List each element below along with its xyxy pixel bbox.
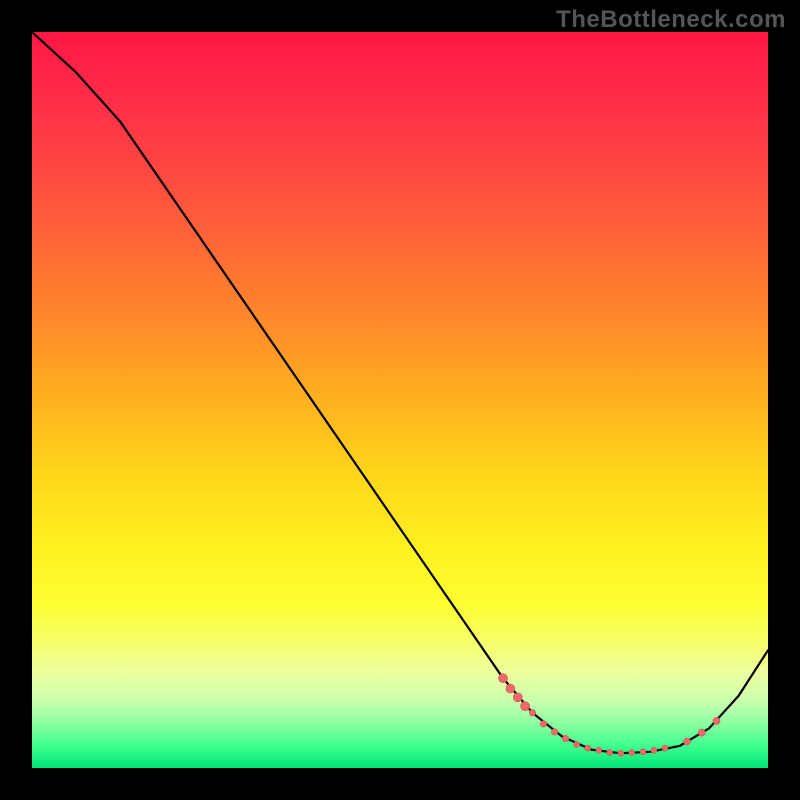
marker-point bbox=[629, 750, 635, 756]
watermark-text: TheBottleneck.com bbox=[556, 6, 786, 34]
marker-point bbox=[540, 721, 546, 727]
marker-point bbox=[713, 717, 720, 724]
marker-point bbox=[521, 702, 530, 711]
marker-point bbox=[499, 674, 508, 683]
marker-point bbox=[513, 693, 522, 702]
marker-point bbox=[562, 735, 568, 741]
marker-point bbox=[698, 729, 705, 736]
marker-point bbox=[574, 741, 580, 747]
marker-point bbox=[618, 750, 624, 756]
chart-svg bbox=[32, 32, 768, 768]
marker-point bbox=[529, 710, 535, 716]
chart-container: TheBottleneck.com bbox=[0, 0, 800, 800]
marker-point bbox=[607, 750, 613, 756]
gradient-background bbox=[32, 32, 768, 768]
plot-area bbox=[32, 32, 768, 768]
marker-point bbox=[506, 684, 515, 693]
marker-point bbox=[640, 749, 646, 755]
marker-point bbox=[662, 745, 668, 751]
marker-point bbox=[684, 738, 691, 745]
marker-point bbox=[551, 729, 557, 735]
marker-point bbox=[585, 745, 591, 751]
marker-point bbox=[651, 747, 657, 753]
marker-point bbox=[596, 747, 602, 753]
